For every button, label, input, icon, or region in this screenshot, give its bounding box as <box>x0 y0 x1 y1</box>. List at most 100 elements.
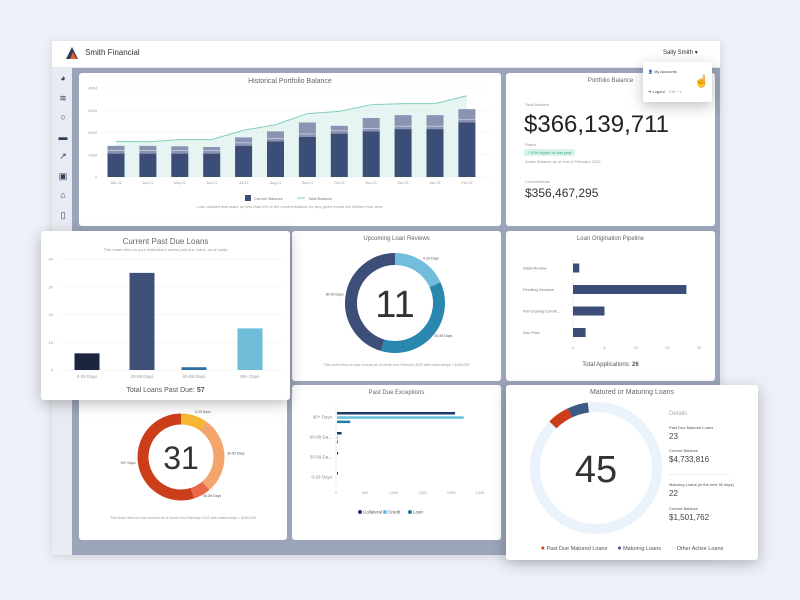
x-tick-label: 20 <box>697 346 701 350</box>
category-label: Initial Review <box>523 266 547 271</box>
detail-value: $1,501,762 <box>669 513 710 522</box>
legend-item[interactable]: ● Maturing Loans <box>617 545 662 552</box>
x-tick-label: Jul-21 <box>239 181 249 185</box>
exceptions-chart: 90+ Days 60-89 Da... 30-59 Da... 0-29 Days 0… <box>310 407 484 515</box>
card-subtitle: This chart refers to your institution's … <box>103 247 228 252</box>
bar-other <box>267 131 284 142</box>
segment-label: 60-89 Days <box>203 494 221 498</box>
legend-item[interactable]: ● Past Due Matured Loans <box>540 545 608 552</box>
segment-label: 60-90 Days <box>326 293 344 297</box>
x-tick-label: 10 <box>634 346 638 350</box>
user-menu-button[interactable]: Sally Smith ▾ <box>663 49 698 56</box>
logo-icon <box>66 47 78 59</box>
card-title: Historical Portfolio Balance <box>248 78 332 85</box>
x-tick-label: 1,000 <box>389 491 398 495</box>
bar-loan <box>337 420 351 424</box>
card-title: Past Due Exceptions <box>368 390 425 396</box>
document-icon[interactable]: ▯ <box>60 209 66 220</box>
bar <box>74 353 100 370</box>
legend-label: Credit <box>388 510 401 515</box>
matured-donut: 45 <box>530 402 662 534</box>
bar-other <box>298 122 316 137</box>
donut-segment <box>180 413 206 431</box>
briefcase-icon[interactable]: ▣ <box>58 170 68 181</box>
legend: ● Past Due Matured Loans ● Maturing Loans… <box>506 545 758 552</box>
legend-label: Current Balance <box>254 196 284 201</box>
line-chart-icon[interactable]: ↗ <box>59 151 67 161</box>
donut-segment <box>530 402 662 534</box>
y-tick-label: 30 <box>49 284 54 289</box>
chevron-down-icon: ▾ <box>694 50 698 56</box>
legend-dot <box>383 510 387 514</box>
header: Smith Financial Sally Smith ▾ <box>52 41 720 68</box>
bar-other <box>139 145 157 154</box>
x-tick-label: Sep-21 <box>302 181 313 185</box>
category-label: Doc Prep <box>523 330 540 335</box>
divider <box>669 474 729 475</box>
upcoming-reviews-card: Upcoming Loan Reviews 0-29 Days 30-59 Day… <box>292 231 501 381</box>
loan-pipeline-card: Loan Origination Pipeline Initial Review… <box>506 231 715 381</box>
donut-segment <box>567 402 590 418</box>
x-tick-label: Nov-21 <box>366 181 377 185</box>
user-icon: 👤 <box>648 69 653 74</box>
legend-item[interactable]: ● Other Active Loans <box>671 545 724 552</box>
y-tick-label: 10 <box>49 340 54 345</box>
bar-collateral <box>337 412 456 415</box>
x-tick-label: 90+ Days <box>240 374 260 379</box>
cursor-hand-icon: ☝ <box>694 74 709 88</box>
x-tick-label: 1,500 <box>418 491 427 495</box>
bar-other <box>171 146 189 154</box>
y-tick-label: 100M <box>88 153 97 157</box>
x-tick-label: Jun-21 <box>206 181 217 185</box>
x-tick-label: 15 <box>666 346 670 350</box>
bar-other <box>426 115 444 130</box>
center-count: 31 <box>163 440 199 476</box>
category-label: 30-59 Da... <box>310 455 332 460</box>
status-label: Status <box>525 142 537 147</box>
bar-current-balance <box>298 136 316 177</box>
donut-segment <box>345 253 396 351</box>
bar-other <box>203 146 221 154</box>
segment-label: 0-29 Days <box>195 410 211 414</box>
detail-value: 23 <box>669 432 678 441</box>
bar <box>573 328 586 337</box>
y-tick-label: 400M <box>88 87 97 91</box>
bar-current-balance <box>139 153 157 177</box>
card-title: Upcoming Loan Reviews <box>363 236 430 242</box>
bar-current-balance <box>203 153 221 177</box>
database-icon[interactable]: ≋ <box>59 92 67 103</box>
bank-icon[interactable]: ⌂ <box>60 190 66 200</box>
app-title: Smith Financial <box>85 48 140 57</box>
chart-caption: This chart refers to loan reviews as of … <box>323 363 470 367</box>
bar-current-balance <box>107 153 125 177</box>
menu-item-logout[interactable]: ➜ Logout Ctrl + L <box>648 89 682 94</box>
category-label: 0-29 Days <box>311 475 332 480</box>
x-tick-label: Feb-22 <box>461 181 472 185</box>
total-balance-value: $366,139,711 <box>524 111 670 138</box>
donut-segment <box>380 282 445 353</box>
y-tick-label: 20 <box>49 312 54 317</box>
bar-other <box>394 115 412 130</box>
segment-label: 30-59 Days <box>227 452 245 456</box>
status-badge: ↑ 10% higher vs last year <box>524 149 575 156</box>
pie-chart-icon[interactable]: ◕ <box>60 73 66 83</box>
x-tick-label: Aug-21 <box>270 181 281 185</box>
bar-other <box>107 145 125 154</box>
folder-icon[interactable]: ▬ <box>58 131 68 142</box>
menu-item-my-accounts[interactable]: 👤 My Accounts <box>648 69 677 74</box>
bar <box>573 285 687 294</box>
legend-label: Total Balance <box>308 196 333 201</box>
x-tick-label: 0-29 Days <box>77 374 98 379</box>
x-tick-label: Dec-21 <box>397 181 408 185</box>
y-tick-label: 0 <box>51 368 54 373</box>
bar-collateral <box>337 432 342 435</box>
card-title: Portfolio Balance <box>587 78 634 84</box>
bar <box>573 263 580 273</box>
total-balance-label: Total Balance <box>525 102 550 107</box>
card-title: Loan Origination Pipeline <box>576 236 645 242</box>
detail-label: Maturing Loans (in the next 90 days) <box>669 482 734 487</box>
past-due-chart: 0 10 20 30 40 0-29 Days 30-59 Days 60-89 Days 90… <box>49 257 281 379</box>
bar-collateral <box>337 452 339 455</box>
circle-icon[interactable]: ○ <box>60 112 66 122</box>
current-past-due-card: Current Past Due Loans This chart refers… <box>41 231 290 400</box>
